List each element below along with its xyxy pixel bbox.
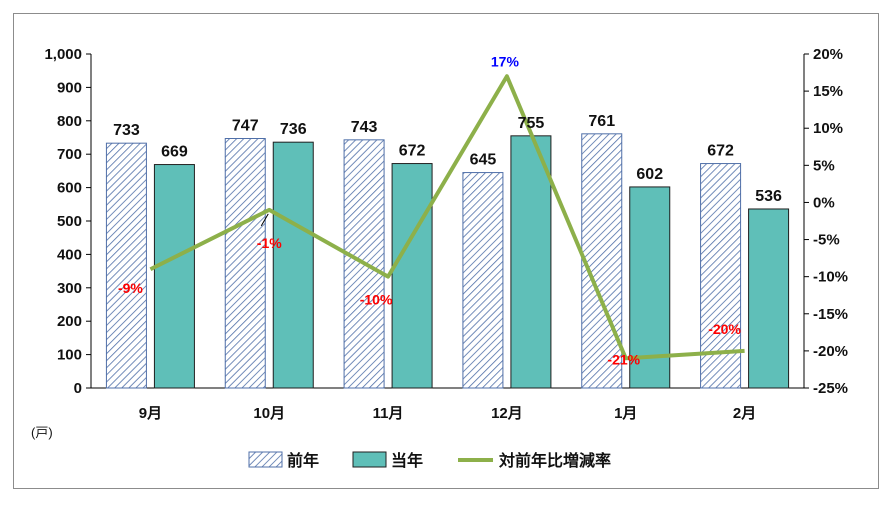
unit-label: (戸) <box>31 425 53 440</box>
right-tick-label: -25% <box>813 380 848 397</box>
left-tick-label: 400 <box>57 246 82 263</box>
point-label-leader <box>260 213 269 227</box>
legend-label-current-year: 当年 <box>391 451 423 470</box>
line-point-label: 17% <box>491 53 520 69</box>
bar-current-year-value: 736 <box>280 121 307 138</box>
left-tick-label: 0 <box>74 380 82 397</box>
line-series <box>149 74 745 361</box>
left-tick-label: 700 <box>57 146 82 163</box>
bar-prev-year <box>462 172 504 389</box>
bar-prev-year-value: 733 <box>113 122 140 139</box>
bar-prev-year <box>224 138 266 389</box>
labels: 733 669 9月 747 736 10月 743 672 11月 645 755 12月 761 60… <box>113 53 782 422</box>
bars <box>105 133 790 389</box>
right-tick-label: 5% <box>813 157 835 174</box>
right-tick-label: -20% <box>813 343 848 360</box>
right-tick-label: -15% <box>813 306 848 323</box>
bar-current-year-value: 602 <box>636 166 663 183</box>
left-tick-label: 600 <box>57 180 82 197</box>
left-tick-label: 800 <box>57 113 82 130</box>
left-tick-label: 300 <box>57 280 82 297</box>
category-label: 11月 <box>373 405 404 422</box>
bar-current-year <box>153 164 195 389</box>
bar-current-year <box>748 208 790 389</box>
bar-current-year <box>510 135 552 389</box>
legend: 前年 当年 対前年比増減率 <box>248 451 611 470</box>
category-label: 9月 <box>139 405 162 422</box>
line-point-label: -20% <box>708 321 741 337</box>
line-yoy-change <box>149 74 745 361</box>
bar-prev-year-value: 743 <box>351 119 378 136</box>
legend-swatch-current-year <box>352 451 387 468</box>
line-point-label: -10% <box>360 292 393 308</box>
bar-prev-year <box>581 133 623 389</box>
right-tick-label: -5% <box>813 232 840 249</box>
category-label: 10月 <box>253 405 285 422</box>
category-label: 2月 <box>733 405 756 422</box>
bar-current-year-value: 672 <box>399 143 426 160</box>
right-tick-label: 0% <box>813 194 835 211</box>
bar-current-year-value: 536 <box>755 188 782 205</box>
right-tick-label: -10% <box>813 269 848 286</box>
line-point-label: -9% <box>118 280 143 296</box>
bar-prev-year-value: 747 <box>232 118 259 135</box>
line-point-label: -21% <box>607 351 640 367</box>
left-tick-label: 900 <box>57 79 82 96</box>
category-label: 1月 <box>614 405 637 422</box>
bar-current-year-value: 669 <box>161 144 188 161</box>
legend-label-yoy-change: 対前年比増減率 <box>498 451 611 470</box>
bar-prev-year-value: 645 <box>470 152 497 169</box>
bar-prev-year <box>105 142 147 389</box>
axes: 0 100 200 300 400 500 600 700 800 900 1,000 -25% -20… <box>44 46 848 397</box>
category-label: 12月 <box>491 405 523 422</box>
bar-prev-year-value: 761 <box>588 113 615 130</box>
bar-current-year <box>272 141 314 389</box>
legend-swatch-prev-year <box>248 451 283 468</box>
bar-current-year <box>391 163 433 389</box>
line-point-label: -1% <box>257 235 282 251</box>
bar-current-year-value: 755 <box>518 115 545 132</box>
bar-prev-year-value: 672 <box>707 143 734 160</box>
legend-label-prev-year: 前年 <box>287 451 319 470</box>
right-tick-label: 20% <box>813 46 843 63</box>
right-tick-label: 15% <box>813 83 843 100</box>
left-tick-label: 200 <box>57 313 82 330</box>
left-tick-label: 1,000 <box>44 46 82 63</box>
left-tick-label: 500 <box>57 213 82 230</box>
left-tick-label: 100 <box>57 347 82 364</box>
right-tick-label: 10% <box>813 120 843 137</box>
